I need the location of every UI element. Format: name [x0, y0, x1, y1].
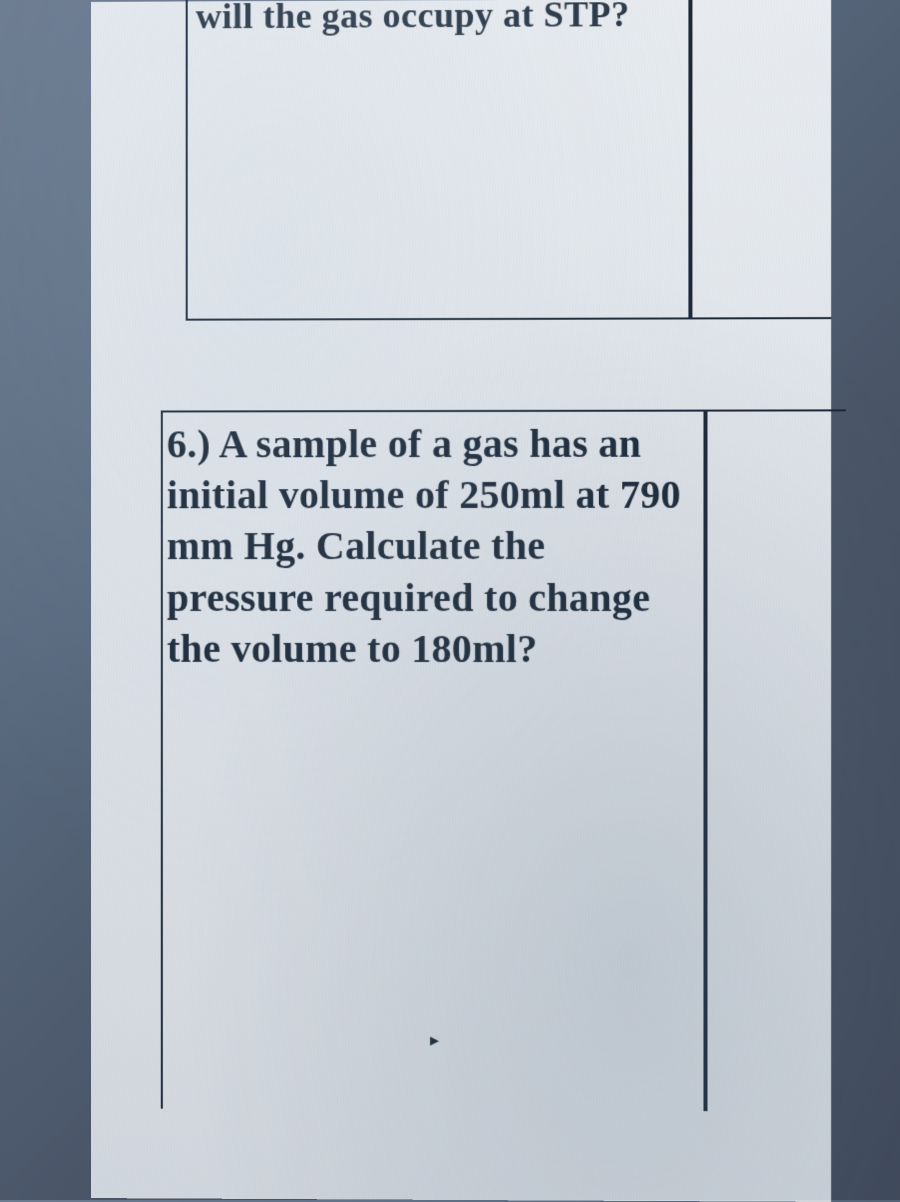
question6-text: 6.) A sample of a gas has an initial vol… — [167, 421, 681, 671]
document-page: will the gas occupy at STP? 6.) A sample… — [91, 0, 831, 1202]
worksheet-cell-question6: 6.) A sample of a gas has an initial vol… — [161, 410, 706, 1111]
question5-partial-text: will the gas occupy at STP? — [196, 0, 630, 36]
cursor-pointer-icon: ▸ — [430, 1030, 444, 1050]
worksheet-cell-question5-adjacent — [690, 0, 831, 319]
worksheet-cell-question6-adjacent — [705, 409, 846, 1111]
worksheet-cell-question5: will the gas occupy at STP? — [186, 0, 691, 321]
